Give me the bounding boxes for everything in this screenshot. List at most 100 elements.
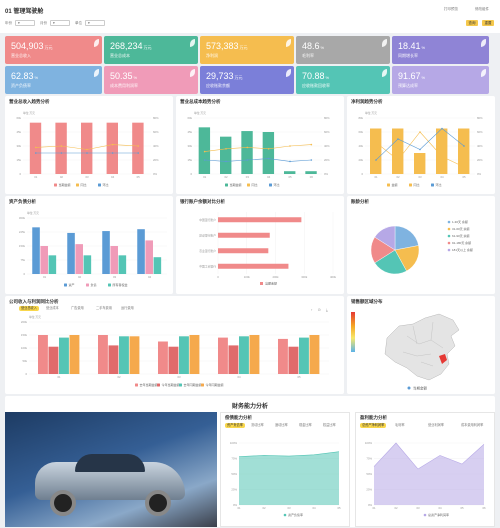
tab-3[interactable]: 营业利润率 xyxy=(428,423,444,427)
kpi-card[interactable]: 268,234万元 营业总成本 xyxy=(104,36,198,64)
x-tick-label: 03 xyxy=(416,506,420,510)
kpi-card[interactable]: 91.67% 预算达成率 xyxy=(392,66,489,94)
tab-4[interactable]: 二手车费用 xyxy=(96,306,112,310)
panel-financial-capability: 财务能力分析 偿债能力分析 资产负债率 流动比率 速动比率 现金比率 权益比率 0% 25… xyxy=(5,396,495,527)
download-icon[interactable]: ⤓ xyxy=(325,307,328,312)
y2-tick-label: 20% xyxy=(153,158,159,162)
unit-label: 单位:万元 xyxy=(365,111,377,115)
y2-tick-label: 60% xyxy=(153,130,159,134)
legend-label: 同比 xyxy=(414,182,420,187)
y-tick-label: 0 xyxy=(190,172,192,176)
y2-tick-label: 80% xyxy=(324,116,330,120)
kpi-card[interactable]: 573,383万元 净利润 xyxy=(200,36,294,64)
pie-slice xyxy=(374,249,407,275)
y-tick-label: 45k xyxy=(187,130,192,134)
line-point xyxy=(246,146,249,149)
tab-3[interactable]: 广告费用 xyxy=(71,306,84,310)
x-tick-label: 300k xyxy=(301,275,308,279)
bar xyxy=(110,246,118,274)
line-point xyxy=(60,145,63,147)
tab-3[interactable]: 速动比率 xyxy=(275,423,288,427)
line-point xyxy=(60,152,63,154)
y2-tick-label: 60% xyxy=(477,130,483,134)
kpi-value: 573,383万元 xyxy=(206,41,248,51)
bar xyxy=(55,122,67,174)
tab-1[interactable]: 营业总收入 xyxy=(19,306,39,311)
y-tick-label: 100% xyxy=(365,441,373,445)
leaf-icon xyxy=(481,69,486,77)
tab-1[interactable]: 总资产净利润率 xyxy=(360,423,387,428)
filter-year-select[interactable]: ▾ xyxy=(15,20,35,26)
bar xyxy=(145,240,153,274)
area-line xyxy=(238,451,340,457)
legend-label: 总资产净利润率 xyxy=(428,512,449,517)
x-tick-label: 01 xyxy=(203,175,207,179)
line-point xyxy=(137,152,139,154)
kpi-card[interactable]: 504,903万元 营业总收入 xyxy=(5,36,102,64)
x-tick-label: 01 xyxy=(374,175,378,179)
print-preview-button[interactable]: 打印预览 xyxy=(444,7,458,11)
tab-5[interactable]: 运行费用 xyxy=(121,306,134,310)
kpi-card[interactable]: 70.88% 应收账款回收率 xyxy=(296,66,390,94)
legend-swatch xyxy=(179,383,182,387)
y-tick-label: 80k xyxy=(358,116,363,120)
panel-profit-trend: 净利润趋势分析 0 20k 40k 60k 80k 单位:万元 01 02 03 04 05 0% 20… xyxy=(347,96,495,194)
filter-unit-label: 单位 xyxy=(75,21,82,25)
bar xyxy=(40,246,48,274)
legend-label: 同比 xyxy=(252,182,258,187)
car-window xyxy=(75,454,145,472)
y2-tick-label: 20% xyxy=(324,158,330,162)
x-tick-label: 01 xyxy=(372,506,376,510)
chevron-right-icon[interactable]: › xyxy=(311,307,313,312)
kpi-card[interactable]: 29,733万元 应收账款余额 xyxy=(200,66,294,94)
leaf-icon xyxy=(382,39,387,47)
kpi-card[interactable]: 62.83% 资产负债率 xyxy=(5,66,102,94)
x-tick-label: 04 xyxy=(440,175,444,179)
legend-swatch xyxy=(447,241,451,245)
car-wheel xyxy=(50,490,76,516)
panel-revenue-trend: 营业总收入趋势分析 0 15k 30k 45k 60k 单位:万元 01 02 03 04 05 0%… xyxy=(5,96,173,194)
zoom-icon[interactable]: ⊙ xyxy=(317,307,321,312)
reset-button[interactable]: 重置 xyxy=(482,20,494,26)
x-tick-label: 02 xyxy=(394,506,398,510)
legend-label: 当期金额 xyxy=(59,182,71,187)
x-tick-label: 05 xyxy=(460,506,464,510)
query-button[interactable]: 查询 xyxy=(466,20,478,26)
y-tick-label: 150k xyxy=(19,244,26,248)
legend-swatch xyxy=(447,234,451,238)
y-tick-label: 45k xyxy=(16,130,21,134)
tab-4[interactable]: 成本费用利润率 xyxy=(461,423,484,427)
tab-1[interactable]: 资产负债率 xyxy=(225,423,245,428)
bar xyxy=(218,232,270,238)
tab-2[interactable]: 流动比率 xyxy=(251,423,264,427)
kpi-card[interactable]: 50.35% 成本费用利润率 xyxy=(104,66,198,94)
filter-unit-select[interactable]: ▾ xyxy=(85,20,105,26)
x-tick-label: 04 xyxy=(438,506,442,510)
bar xyxy=(228,345,239,374)
legend-swatch xyxy=(98,183,101,187)
panel-title: 销售额区域分布 xyxy=(351,299,383,304)
kpi-value: 48.6% xyxy=(302,41,325,51)
filter-month-select[interactable]: ▾ xyxy=(50,20,70,26)
kpi-card[interactable]: 48.6% 毛利率 xyxy=(296,36,390,64)
legend-label: 去年同期金额 xyxy=(184,382,202,387)
tab-5[interactable]: 权益比率 xyxy=(323,423,336,427)
tab-2[interactable]: 营业成本 xyxy=(46,306,59,310)
legend-swatch xyxy=(225,183,228,187)
legend-swatch xyxy=(260,282,263,285)
edit-component-button[interactable]: 修改组件 xyxy=(475,7,489,11)
line-point xyxy=(375,141,377,144)
kpi-value: 29,733万元 xyxy=(206,71,243,81)
y-tick-label: 30k xyxy=(187,144,192,148)
panel-aging: 账龄分析 1-30天 余额 31-60天 余额 61-90天 余额 91-180天 余… xyxy=(347,196,495,294)
filter-month-label: 月份 xyxy=(40,21,47,25)
x-tick-label: 03 xyxy=(246,175,250,179)
tab-2[interactable]: 毛利率 xyxy=(395,423,405,427)
kpi-card[interactable]: 18.41% 同期增长率 xyxy=(392,36,489,64)
legend-swatch xyxy=(86,283,89,287)
kpi-label: 营业总收入 xyxy=(11,53,31,58)
unit-label: 单位:万元 xyxy=(23,111,35,115)
line-point xyxy=(86,152,88,154)
tab-4[interactable]: 现金比率 xyxy=(299,423,312,427)
